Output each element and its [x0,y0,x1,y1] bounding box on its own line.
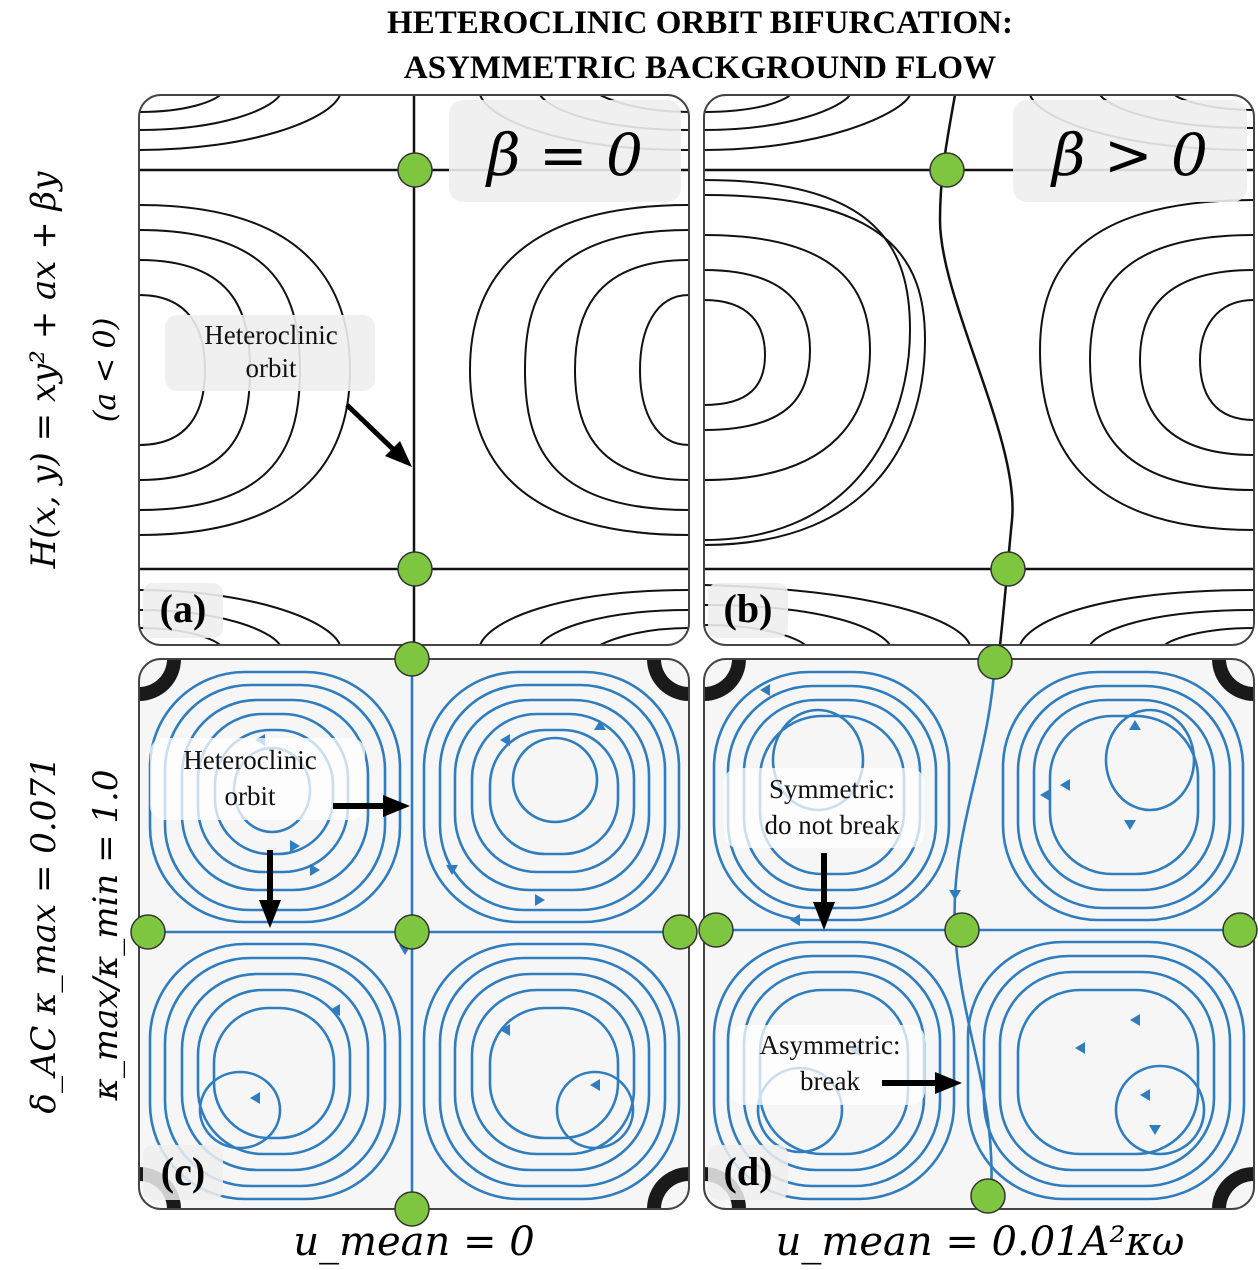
panel-label-b: (b) [724,586,773,631]
fixed-point [1222,912,1258,948]
condition-label: (a < 0) [88,318,123,423]
fixed-point [944,912,980,948]
annotation-box-d-bottom [730,1025,925,1105]
panel-b: β > 0 (b) [703,94,1255,646]
annotation-box-d-top [724,768,924,848]
fixed-point [394,641,430,677]
annotation-a-line1: Heteroclinic [204,320,337,350]
hamiltonian-label: H(x, y) = xy² + ax + βy [24,171,64,570]
arrow-d-right [882,1072,962,1094]
fixed-point [394,1191,430,1227]
annotation-box-a [165,315,375,391]
fixed-point [397,152,433,188]
param-label-a: β = 0 [485,121,643,189]
fixed-point [698,912,734,948]
annotation-d-top-line1: Symmetric: [769,774,895,804]
row-label-bottom: δ_AC κ_max = 0.071 κ_max/κ_min = 1.0 [24,756,126,1113]
annotation-d-bottom-line1: Asymmetric: [760,1030,901,1060]
col-label-right: u_mean = 0.01A²κω [776,1219,1185,1265]
kappa-ratio-label: κ_max/κ_min = 1.0 [86,770,126,1102]
arrow-a [345,403,412,467]
panel-c: Heteroclinic orbit (c) [130,641,698,1227]
fixed-point [394,914,430,950]
fixed-point [977,644,1013,680]
fixed-point [662,914,698,950]
panel-d: Symmetric: do not break Asymmetric: brea… [698,644,1258,1214]
panel-label-a: (a) [160,586,207,631]
arrow-c-right [333,795,410,817]
param-box-b [1013,100,1247,202]
arrow-c-down [259,850,281,928]
annotation-a-line2: orbit [246,353,297,383]
fixed-point [970,1178,1006,1214]
delta-label: δ_AC κ_max = 0.071 [24,756,64,1113]
arrow-d-down [813,853,835,930]
panel-a: β = 0 Heteroclinic orbit (a) [138,94,690,646]
panel-label-c: (c) [161,1149,205,1194]
fixed-point [130,914,166,950]
fixed-point [990,551,1026,587]
annotation-c-line1: Heteroclinic [183,745,316,775]
figure-title-line2: ASYMMETRIC BACKGROUND FLOW [404,50,996,86]
contours-b [704,95,1254,645]
figure-title-line1: HETEROCLINIC ORBIT BIFURCATION: [387,5,1013,41]
annotation-box-c [150,738,365,820]
annotation-c-line2: orbit [225,781,276,811]
param-box-a [449,100,681,202]
col-label-left: u_mean = 0 [293,1219,534,1265]
annotation-d-top-line2: do not break [765,810,900,840]
fixed-point [397,551,433,587]
row-label-top: H(x, y) = xy² + ax + βy (a < 0) [24,171,123,570]
fixed-point [929,152,965,188]
annotation-d-bottom-line2: break [800,1066,860,1096]
panel-label-d: (d) [724,1149,773,1194]
param-label-b: β > 0 [1050,121,1208,189]
